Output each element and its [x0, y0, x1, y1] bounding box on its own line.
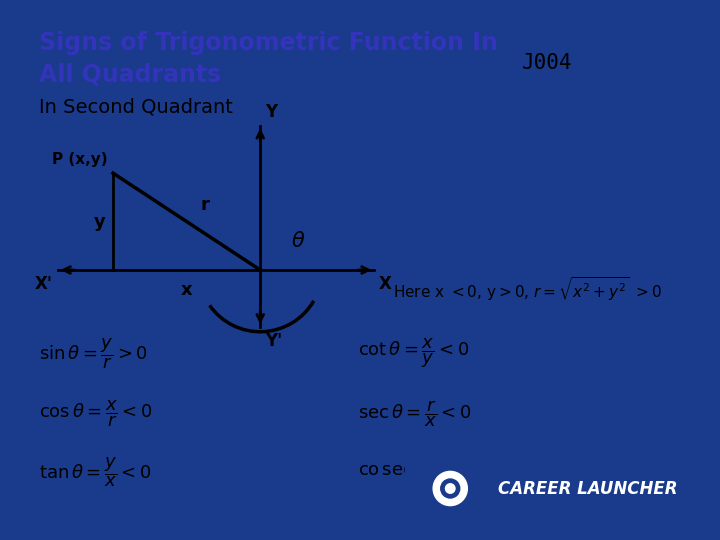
Text: Y': Y' — [265, 332, 282, 350]
Text: Signs of Trigonometric Function In: Signs of Trigonometric Function In — [39, 31, 498, 55]
Text: X': X' — [35, 275, 53, 293]
Text: $\tan\theta=\dfrac{y}{x}<0$: $\tan\theta=\dfrac{y}{x}<0$ — [39, 455, 151, 489]
Circle shape — [433, 471, 467, 505]
FancyBboxPatch shape — [405, 453, 700, 526]
Text: r: r — [201, 196, 210, 214]
Text: P (x,y): P (x,y) — [52, 152, 107, 167]
Text: x: x — [181, 281, 192, 299]
Text: Here x $<$0, y$>$0, $r=\sqrt{x^2+y^2}$ $>$0: Here x $<$0, y$>$0, $r=\sqrt{x^2+y^2}$ $… — [393, 275, 662, 302]
Text: CAREER LAUNCHER: CAREER LAUNCHER — [498, 480, 678, 497]
Text: J004: J004 — [521, 53, 572, 73]
Text: $\cot\theta=\dfrac{x}{y}<0$: $\cot\theta=\dfrac{x}{y}<0$ — [358, 336, 469, 370]
Text: $\mathrm{co\,sec}\,\theta=\dfrac{r}{y}>0$: $\mathrm{co\,sec}\,\theta=\dfrac{r}{y}>0… — [358, 455, 495, 490]
Circle shape — [441, 479, 460, 498]
Circle shape — [446, 484, 455, 493]
Text: $\cos\theta=\dfrac{x}{r}<0$: $\cos\theta=\dfrac{x}{r}<0$ — [39, 399, 153, 429]
Text: y: y — [94, 213, 105, 231]
Text: $\theta$: $\theta$ — [291, 231, 305, 251]
Text: X: X — [379, 275, 392, 293]
Text: All Quadrants: All Quadrants — [39, 63, 221, 87]
Text: Y: Y — [265, 103, 277, 121]
Text: $\sin\theta=\dfrac{y}{r}>0$: $\sin\theta=\dfrac{y}{r}>0$ — [39, 336, 148, 371]
Text: $\sec\theta=\dfrac{r}{x}<0$: $\sec\theta=\dfrac{r}{x}<0$ — [358, 399, 472, 429]
Text: In Second Quadrant: In Second Quadrant — [39, 97, 233, 116]
